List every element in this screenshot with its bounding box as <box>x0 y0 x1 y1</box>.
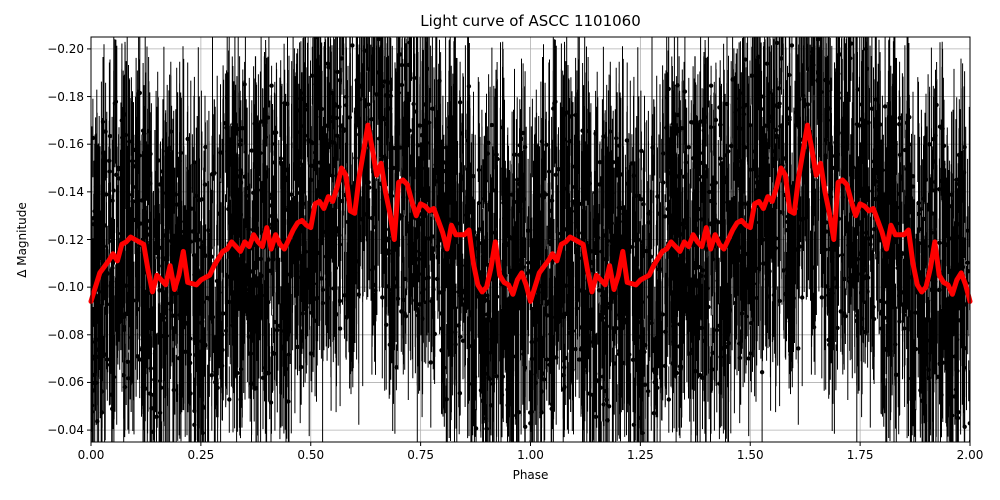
x-tick-label: 1.75 <box>846 448 874 462</box>
x-tick-label: 1.00 <box>517 448 544 462</box>
x-tick-label: 1.50 <box>736 448 764 462</box>
x-tick-label: 2.00 <box>956 448 984 462</box>
y-tick-label: −0.08 <box>47 327 84 342</box>
y-tick-label: −0.10 <box>47 280 84 295</box>
x-tick-label: 0.25 <box>187 448 215 462</box>
chart-title: Light curve of ASCC 1101060 <box>420 12 641 30</box>
y-tick-label: −0.16 <box>47 137 84 152</box>
binned-curve-line <box>88 122 973 304</box>
y-tick-label: −0.04 <box>47 423 84 438</box>
y-tick-label: −0.06 <box>47 375 84 390</box>
x-tick-label: 0.00 <box>77 448 105 462</box>
x-tick-label: 0.50 <box>297 448 325 462</box>
y-tick-label: −0.12 <box>47 232 84 247</box>
y-axis-label: Δ Magnitude <box>15 202 29 278</box>
x-tick-label: 1.25 <box>627 448 654 462</box>
y-tick-label: −0.14 <box>47 184 84 199</box>
axis-ticks <box>87 48 971 446</box>
x-tick-label: 0.75 <box>407 448 434 462</box>
y-tick-label: −0.20 <box>47 41 84 56</box>
y-tick-label: −0.18 <box>47 89 84 104</box>
x-axis-label: Phase <box>512 468 549 482</box>
